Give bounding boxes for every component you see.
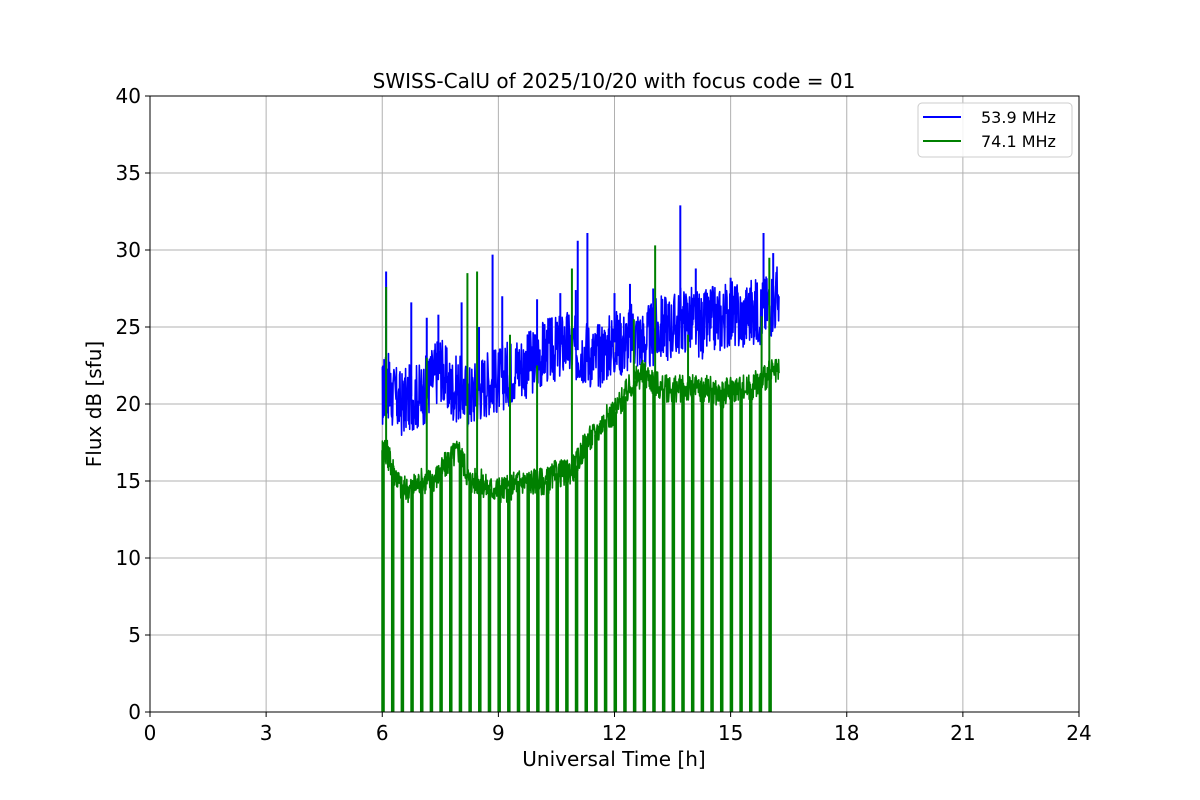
y-axis-label: Flux dB [sfu]: [82, 341, 106, 467]
series-1: [381, 245, 780, 712]
y-tick-label: 5: [128, 623, 141, 647]
x-tick-label: 6: [376, 721, 389, 745]
x-tick-label: 21: [950, 721, 975, 745]
tick-layer: 0 3 6 9 12 15 18 21 24 0 5 10 15 20 25 30 35 40: [116, 84, 1092, 745]
y-tick-label: 25: [116, 315, 141, 339]
x-tick-label: 3: [260, 721, 273, 745]
y-tick-label: 30: [116, 238, 141, 262]
y-tick-label: 10: [116, 546, 141, 570]
x-tick-label: 24: [1066, 721, 1091, 745]
x-tick-label: 15: [718, 721, 743, 745]
y-tick-label: 0: [128, 700, 141, 724]
y-tick-label: 20: [116, 392, 141, 416]
series-layer: [381, 205, 780, 712]
x-tick-label: 18: [834, 721, 859, 745]
x-tick-label: 12: [602, 721, 627, 745]
y-tick-label: 15: [116, 469, 141, 493]
y-tick-label: 35: [116, 161, 141, 185]
legend-label-53-9: 53.9 MHz: [981, 108, 1056, 127]
legend-label-74-1: 74.1 MHz: [981, 132, 1056, 151]
x-axis-label: Universal Time [h]: [522, 747, 705, 771]
x-tick-label: 9: [492, 721, 505, 745]
y-tick-label: 40: [116, 84, 141, 108]
chart-title: SWISS-CalU of 2025/10/20 with focus code…: [373, 69, 856, 93]
legend: 53.9 MHz 74.1 MHz: [917, 102, 1073, 158]
x-tick-label: 0: [144, 721, 157, 745]
